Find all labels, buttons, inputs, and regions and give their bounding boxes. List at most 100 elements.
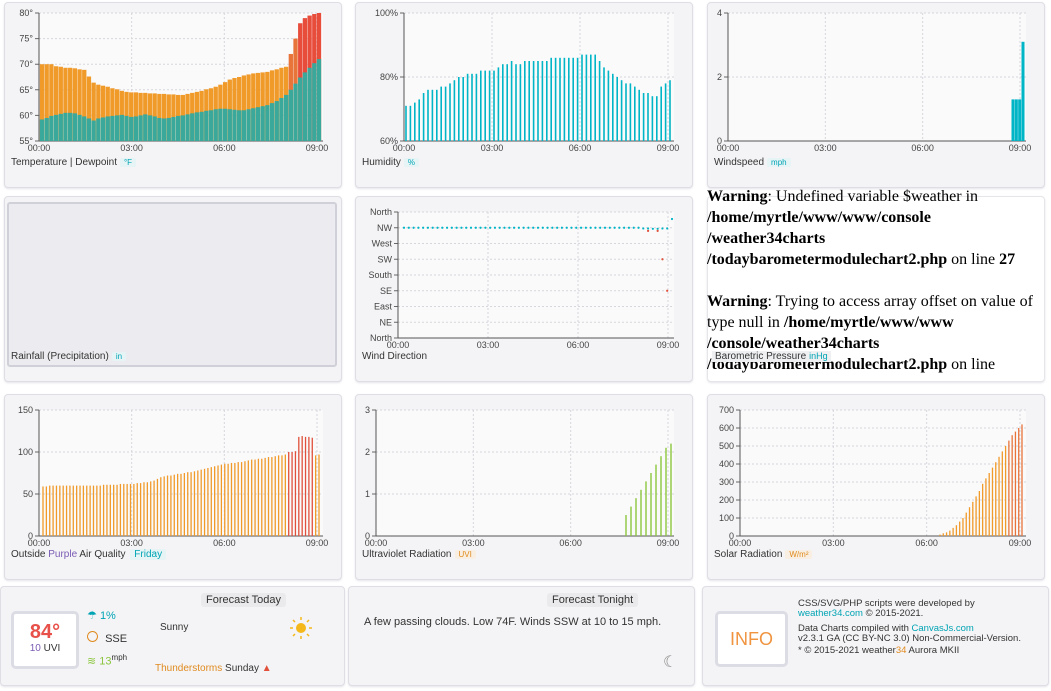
x-tick-label: 09:00 xyxy=(306,143,329,153)
humidity-bar xyxy=(532,61,535,141)
humidity-bar xyxy=(638,89,640,141)
wind-direction-point xyxy=(670,217,674,221)
dewpoint-bar xyxy=(307,67,312,141)
y-tick-label: 4 xyxy=(717,8,722,18)
air-quality-chart-label: Outside Purple Air Quality Friday xyxy=(11,549,167,560)
dewpoint-bar xyxy=(157,117,162,141)
wind-direction-point xyxy=(407,226,410,229)
x-tick-label: 00:00 xyxy=(28,143,51,153)
aqi-bar xyxy=(119,483,122,536)
dewpoint-bar xyxy=(213,109,218,141)
solar-bar xyxy=(1018,428,1020,536)
humidity-bar xyxy=(471,73,473,141)
dewpoint-bar xyxy=(237,110,242,141)
aqi-bar xyxy=(176,473,179,536)
aqi-bar xyxy=(291,452,293,536)
y-tick-label: 300 xyxy=(719,477,734,487)
y-tick-label: 2 xyxy=(365,447,370,457)
dewpoint-bar xyxy=(39,119,45,141)
dewpoint-bar xyxy=(53,114,59,141)
rain-chance: ☂ 1% xyxy=(87,610,116,622)
y-tick-label: West xyxy=(372,239,393,249)
wind-direction-point xyxy=(541,226,544,229)
humidity-bar xyxy=(493,70,495,141)
x-tick-label: 00:00 xyxy=(365,538,388,548)
humidity-bar xyxy=(497,67,500,141)
wind-direction-point xyxy=(460,226,463,229)
dewpoint-bar xyxy=(100,117,106,141)
x-tick-label: 06:00 xyxy=(559,538,582,548)
wind-gust-point xyxy=(666,289,669,292)
humidity-bar xyxy=(453,80,456,141)
weather34-link[interactable]: weather34.com xyxy=(798,608,863,619)
uv-bar xyxy=(635,498,637,536)
x-tick-label: 00:00 xyxy=(729,538,752,548)
y-tick-label: 75° xyxy=(19,34,33,44)
dewpoint-bar xyxy=(114,115,120,141)
temperature-chart: 00:00 03:00 06:00 09:00 80° 75° 70° 65° 60° 55° xyxy=(19,8,329,153)
dewpoint-bar xyxy=(176,115,181,141)
aqi-bar xyxy=(156,478,159,536)
wind-direction-point xyxy=(431,226,434,229)
dewpoint-bar xyxy=(49,115,54,141)
dewpoint-bar xyxy=(166,117,171,141)
wind-direction-point xyxy=(570,226,573,229)
aqi-bar xyxy=(55,485,58,536)
wind-direction-point xyxy=(484,226,487,229)
humidity-bar xyxy=(528,61,530,141)
warning-1: Warning: Undefined variable $weather in … xyxy=(707,188,1016,268)
humidity-bar xyxy=(488,70,491,141)
aqi-bar xyxy=(214,466,216,536)
aqi-bar xyxy=(166,475,169,536)
wind-direction-chart-panel: 00:00 03:00 06:00 09:00 North NW West SW South SE… xyxy=(355,196,693,382)
humidity-chart: 00:00 03:00 06:00 09:00 100% 80% 60% xyxy=(375,8,679,153)
aqi-bar xyxy=(284,454,286,536)
aqi-bar xyxy=(234,462,236,536)
humidity-bar xyxy=(554,57,557,141)
aqi-bar xyxy=(136,483,138,536)
forecast-condition: Sunny xyxy=(160,622,189,633)
wind-direction-point xyxy=(532,226,535,229)
humidity-bar xyxy=(444,86,447,141)
temperature-bar xyxy=(63,67,68,141)
aqi-bar xyxy=(227,463,229,536)
humidity-bar xyxy=(603,67,605,141)
dewpoint-bar xyxy=(63,112,68,141)
humidity-bar xyxy=(625,83,627,141)
uv-bar xyxy=(665,447,667,536)
aqi-bar xyxy=(180,473,182,536)
humidity-bar xyxy=(537,61,539,141)
y-tick-label: North xyxy=(370,333,392,343)
canvasjs-link[interactable]: CanvasJs.com xyxy=(911,623,974,634)
humidity-bar xyxy=(616,77,618,141)
temperature-bar xyxy=(39,64,45,141)
humidity-bar xyxy=(590,54,592,141)
temperature-bar xyxy=(91,82,96,141)
wind-direction-point xyxy=(575,226,578,229)
wind-direction-point xyxy=(556,226,559,229)
dewpoint-bar xyxy=(232,109,237,141)
wind-direction-point xyxy=(422,226,425,229)
wind-direction-point xyxy=(627,226,631,229)
y-tick-label: 3 xyxy=(365,405,370,415)
humidity-bar xyxy=(440,86,442,141)
humidity-bar xyxy=(585,54,588,141)
temperature-bar xyxy=(77,69,82,141)
aqi-bar xyxy=(224,463,226,536)
wind-direction-point xyxy=(527,226,530,229)
temperature-bar xyxy=(251,73,256,141)
rainfall-chart xyxy=(7,202,337,367)
aqi-bar xyxy=(126,483,128,536)
humidity-bar xyxy=(656,96,658,141)
dewpoint-bar xyxy=(91,120,96,141)
aqi-bar xyxy=(264,457,266,536)
solar-bar xyxy=(939,534,941,536)
dewpoint-bar xyxy=(312,63,317,142)
wind-direction-point xyxy=(402,226,406,229)
humidity-bar xyxy=(669,80,671,141)
wind-gust-point xyxy=(661,258,664,261)
uv-bar xyxy=(625,515,627,536)
x-tick-label: 03:00 xyxy=(477,340,500,350)
humidity-bar xyxy=(581,54,583,141)
aqi-bar xyxy=(72,485,74,536)
